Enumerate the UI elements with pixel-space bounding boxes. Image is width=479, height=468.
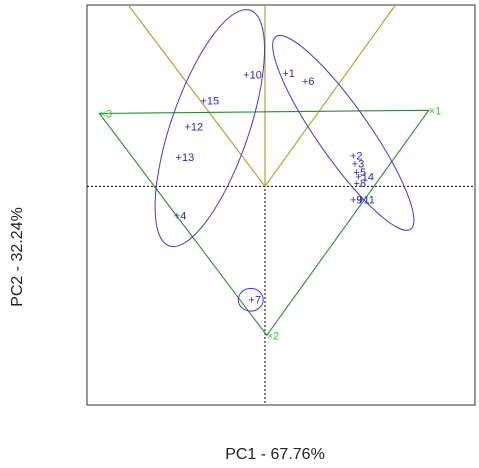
vertex-triangle: [98, 109, 430, 337]
point-label: +7: [249, 295, 262, 307]
point-label: +1: [282, 68, 295, 80]
reference-line-right: [264, 4, 396, 187]
group-ellipse: [272, 35, 415, 231]
point-label: +5: [354, 167, 367, 179]
vertex-label: ×3: [99, 109, 112, 121]
reference-line-left: [127, 4, 266, 187]
point-label: +8: [354, 178, 367, 190]
point-label: +9: [350, 194, 363, 206]
point-label: +3: [352, 159, 365, 171]
point-label: +14: [355, 172, 374, 184]
point-label: +13: [176, 152, 195, 164]
point-label: +12: [184, 121, 203, 133]
vertex-label: ×2: [267, 330, 280, 342]
group-ellipse: [154, 9, 266, 248]
point-label: +2: [350, 151, 363, 163]
plot-frame: [86, 4, 476, 406]
point-label: +15: [200, 96, 219, 108]
y-axis-label: PC2 - 32.24%: [9, 207, 26, 307]
point-label: +11: [357, 194, 375, 206]
group-ellipse: [237, 287, 264, 312]
point-label: +10: [243, 70, 262, 82]
point-label: +4: [174, 211, 187, 223]
y-axis-label-box: PC2 - 32.24%: [8, 197, 28, 317]
vertex-label: ×1: [429, 105, 442, 117]
point-label: +6: [302, 76, 315, 88]
x-axis-label: PC1 - 67.76%: [225, 446, 325, 463]
